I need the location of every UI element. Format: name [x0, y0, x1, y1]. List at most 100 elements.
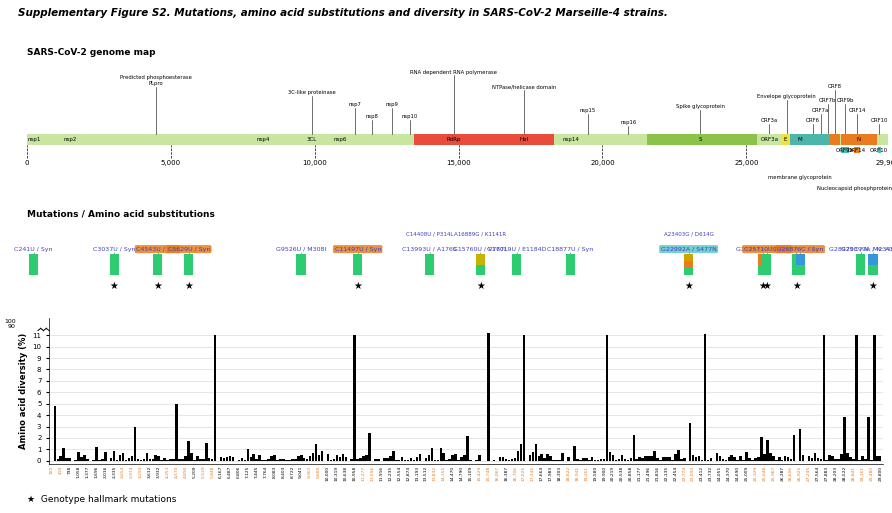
Bar [158, 456, 160, 461]
Bar [434, 460, 436, 461]
Bar [683, 458, 686, 461]
Text: ORF9b: ORF9b [837, 98, 854, 103]
Text: C26735U / Syn: C26735U / Syn [773, 247, 820, 252]
Bar [782, 134, 789, 145]
Bar [493, 460, 495, 461]
Bar [134, 427, 136, 461]
Bar [418, 454, 421, 461]
Bar [425, 254, 434, 275]
Bar [83, 455, 86, 461]
Bar [136, 459, 139, 461]
Bar [282, 460, 285, 461]
Bar [431, 448, 434, 461]
Text: ORF10: ORF10 [871, 148, 888, 153]
Bar [516, 451, 519, 461]
Bar [547, 454, 549, 461]
Bar [445, 460, 448, 461]
Bar [458, 460, 460, 461]
Bar [29, 254, 38, 275]
Bar [671, 460, 673, 461]
Text: C11497U / Syn: C11497U / Syn [334, 247, 381, 252]
Text: Mutations / Amino acid substitutions: Mutations / Amino acid substitutions [27, 209, 215, 218]
Bar [512, 254, 521, 275]
Bar [674, 454, 677, 461]
Bar [288, 460, 291, 461]
Bar [449, 459, 451, 461]
Bar [285, 460, 287, 461]
Bar [303, 458, 305, 461]
Text: 29,903: 29,903 [875, 160, 892, 166]
Bar [226, 457, 228, 461]
Bar [867, 418, 870, 461]
Bar [574, 446, 575, 461]
Text: C18877U / Syn: C18877U / Syn [547, 247, 593, 252]
Bar [122, 452, 124, 461]
Text: Hel: Hel [519, 137, 528, 142]
Bar [425, 458, 427, 461]
Bar [451, 455, 454, 461]
Bar [840, 453, 843, 461]
Text: ★: ★ [185, 281, 194, 291]
Bar [60, 457, 62, 461]
Y-axis label: Amino acid diversity (%): Amino acid diversity (%) [20, 333, 29, 449]
Bar [831, 457, 834, 461]
Bar [104, 451, 106, 461]
Bar [98, 460, 101, 461]
Bar [321, 451, 323, 461]
Text: Nucleocapsid phosphprotein: Nucleocapsid phosphprotein [817, 186, 892, 190]
Bar [662, 457, 665, 461]
Bar [95, 447, 97, 461]
Bar [409, 458, 412, 461]
Bar [514, 458, 516, 461]
Text: C13993U / A176S: C13993U / A176S [402, 247, 457, 252]
Bar [659, 460, 662, 461]
Bar [695, 458, 698, 461]
Text: nsp1: nsp1 [28, 137, 41, 142]
Text: 5,000: 5,000 [161, 160, 181, 166]
Bar [92, 460, 95, 461]
Bar [333, 459, 335, 461]
Bar [440, 448, 442, 461]
Text: S: S [698, 137, 702, 142]
Text: ★: ★ [153, 281, 162, 291]
Bar [579, 460, 582, 461]
Bar [561, 452, 564, 461]
Bar [119, 455, 121, 461]
Text: C3037U / Syn: C3037U / Syn [93, 247, 136, 252]
Text: E: E [783, 137, 787, 142]
Bar [576, 459, 579, 461]
Bar [228, 456, 231, 461]
Bar [849, 457, 852, 461]
Bar [855, 335, 858, 461]
Bar [113, 450, 115, 461]
Text: Envelope glycoprotein: Envelope glycoprotein [757, 94, 816, 99]
Bar [710, 458, 712, 461]
Bar [27, 134, 888, 145]
Bar [594, 460, 597, 461]
Bar [386, 458, 389, 461]
Text: Predicted phosphoesterase
PLpro: Predicted phosphoesterase PLpro [120, 75, 193, 86]
Bar [140, 460, 142, 461]
Bar [617, 459, 620, 461]
Text: nsp4: nsp4 [256, 137, 269, 142]
Bar [237, 460, 240, 461]
Text: NTPase/helicase domain: NTPase/helicase domain [491, 84, 556, 89]
Bar [684, 254, 693, 261]
Bar [110, 458, 112, 461]
Bar [644, 456, 647, 461]
Bar [478, 455, 481, 461]
Bar [184, 254, 194, 275]
Text: 90: 90 [8, 324, 15, 328]
Bar [353, 254, 362, 275]
Text: nsp15: nsp15 [580, 108, 596, 113]
Bar [758, 254, 767, 265]
Bar [728, 457, 730, 461]
Text: G15760U / V767L: G15760U / V767L [453, 247, 508, 252]
Bar [335, 456, 338, 461]
Bar [342, 454, 344, 461]
Bar [792, 254, 801, 275]
Bar [264, 460, 267, 461]
Bar [208, 458, 211, 461]
Bar [259, 455, 261, 461]
Bar [442, 452, 445, 461]
